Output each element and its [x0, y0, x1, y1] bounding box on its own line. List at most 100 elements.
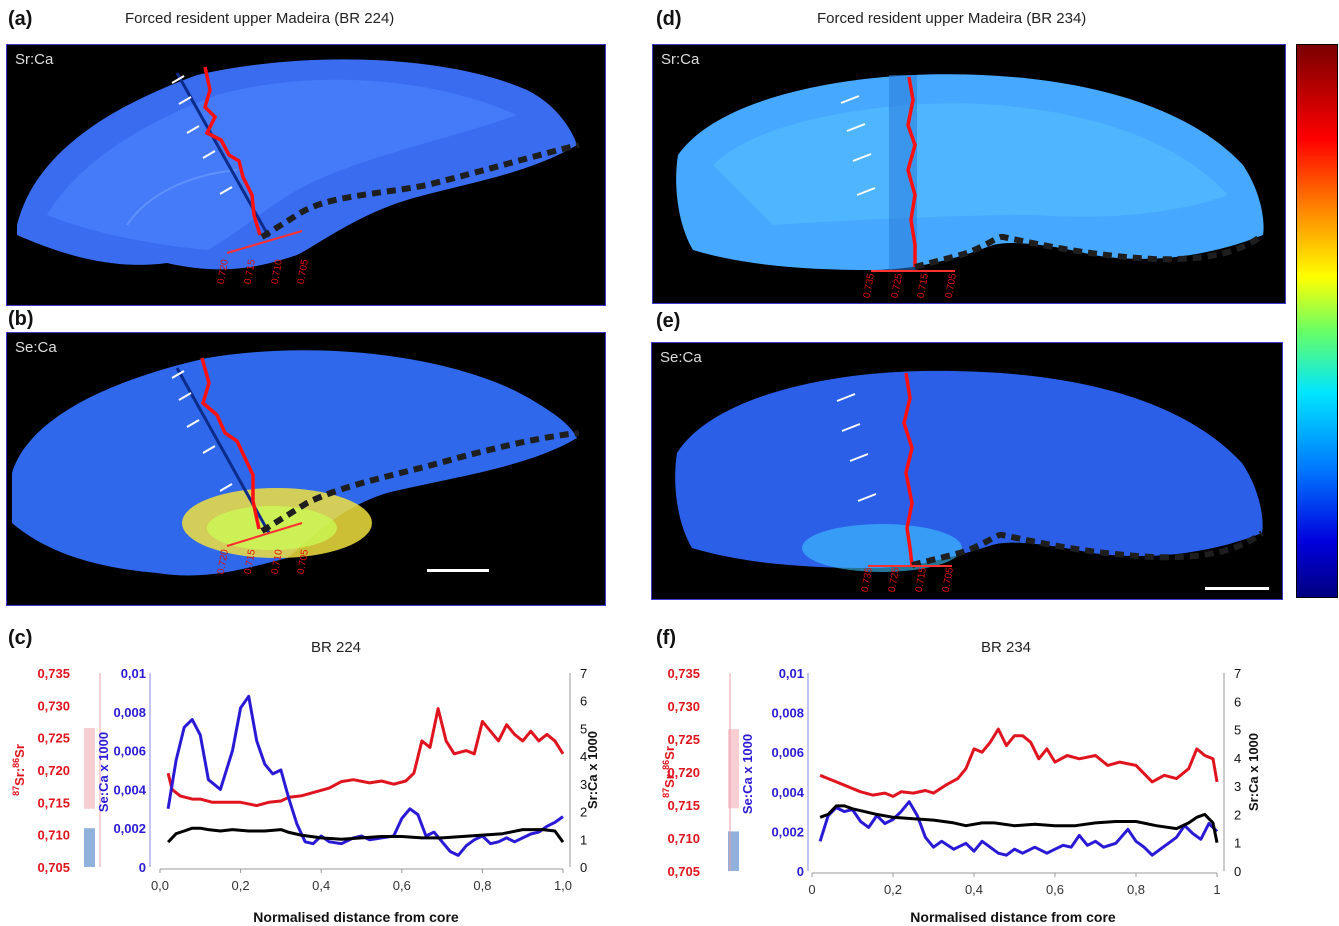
x-tick-label: 1 [1213, 882, 1220, 897]
panel-label-c: (c) [8, 627, 33, 649]
x-tick-label: 1,0 [554, 878, 572, 893]
isotope-tick-label: 0,710 [667, 831, 700, 846]
element-label-b: Se:Ca [15, 339, 57, 356]
series-line-isotope [819, 727, 1219, 798]
panel-label-e: (e) [656, 310, 681, 332]
x-tick-label: 0,8 [473, 878, 491, 893]
isotope-tick-label: 0,705 [667, 864, 700, 879]
isotope-range-bar [84, 828, 95, 867]
sr-tick-label: 2 [580, 805, 587, 820]
chart-2: BR 234 0,735 0,730 0,725 0,720 0,715 0,710 0,70… [661, 639, 1261, 925]
sr-tick-label: 6 [1234, 694, 1241, 709]
se-tick-label: 0,002 [771, 824, 804, 839]
isotope-tick-label: 0,735 [667, 666, 700, 681]
isotope-tick-label: 0,715 [37, 795, 70, 810]
series-line-sr [167, 826, 565, 844]
isotope-tick-label: 0,735 [37, 666, 70, 681]
element-label-e: Se:Ca [660, 349, 702, 366]
series-line-isotope [166, 707, 565, 808]
element-label-a: Sr:Ca [15, 51, 54, 68]
isotope-tick-label: 0,705 [37, 860, 70, 875]
sr-tick-label: 1 [1234, 836, 1241, 851]
otolith-map-e: Se:Ca [651, 342, 1283, 600]
panel-title-d: Forced resident upper Madeira (BR 234) [817, 10, 1087, 27]
sr-tick-label: 4 [1234, 751, 1241, 766]
se-tick-label: 0,008 [771, 706, 804, 721]
sr-tick-label: 3 [1234, 779, 1241, 794]
sr-tick-label: 7 [1234, 666, 1241, 681]
sr-axis-label: Sr:Ca x 1000 [585, 731, 600, 809]
transect-value-label: 0.715 [243, 258, 258, 285]
transect-value-label: 0.710 [270, 548, 285, 575]
isotope-tick-label: 0,725 [667, 732, 700, 747]
otolith-shape-e [675, 370, 1264, 572]
transect-value-label: 0.715 [243, 548, 258, 575]
panel-label-a: (a) [8, 8, 33, 30]
x-tick-label: 0,0 [151, 878, 169, 893]
se-tick-label: 0,008 [113, 705, 146, 720]
transect-value-label: 0.705 [944, 272, 959, 299]
se-tick-label: 0 [797, 864, 804, 879]
otolith-shape-d [676, 74, 1265, 272]
se-tick-label: 0,004 [771, 785, 804, 800]
sr-axis-label: Sr:Ca x 1000 [1246, 733, 1261, 811]
chart-title: BR 234 [981, 639, 1031, 656]
panel-label-f: (f) [656, 627, 676, 649]
panel-label-d: (d) [656, 8, 682, 30]
sr-tick-label: 0 [580, 860, 587, 875]
transect-value-label: 0.735 [862, 272, 877, 299]
sr-tick-label: 1 [580, 832, 587, 847]
series-line-sr [819, 804, 1219, 843]
se-axis-label: Se:Ca x 1000 [740, 734, 755, 814]
x-tick-label: 0,2 [232, 878, 250, 893]
transect-value-label: 0.705 [296, 258, 311, 285]
sr-tick-label: 6 [580, 694, 587, 709]
isotope-tick-label: 0,715 [667, 798, 700, 813]
isotope-tick-label: 0,730 [37, 698, 70, 713]
x-tick-label: 0,4 [312, 878, 330, 893]
colour-scale-bar [1296, 44, 1338, 598]
x-tick-label: 0,6 [1046, 882, 1064, 897]
isotope-tick-label: 0,720 [667, 765, 700, 780]
scale-bar-b [427, 569, 489, 572]
x-tick-label: 0,2 [884, 882, 902, 897]
se-tick-label: 0,01 [121, 666, 146, 681]
sr-tick-label: 2 [1234, 807, 1241, 822]
transect-value-label: 0.720 [216, 258, 231, 285]
se-tick-label: 0,006 [771, 745, 804, 760]
se-tick-label: 0,006 [113, 744, 146, 759]
isotope-tick-label: 0,725 [37, 731, 70, 746]
isotope-range-bar [84, 727, 95, 809]
scale-bar-e [1205, 587, 1269, 590]
element-label-d: Sr:Ca [661, 51, 700, 68]
transect-value-label: 0.705 [296, 548, 311, 575]
panel-title-a: Forced resident upper Madeira (BR 224) [125, 10, 395, 27]
series-line-se [166, 694, 564, 857]
x-tick-label: 0,8 [1127, 882, 1145, 897]
isotope-range-bar [728, 831, 739, 871]
se-tick-label: 0,004 [113, 782, 146, 797]
otolith-map-b: Se:Ca [6, 332, 606, 606]
isotope-tick-label: 0,710 [37, 828, 70, 843]
sr-tick-label: 3 [580, 777, 587, 792]
x-tick-label: 0,6 [393, 878, 411, 893]
transect-value-label: 0.710 [270, 258, 285, 285]
chart-title: BR 224 [311, 639, 361, 656]
otolith-map-d: Sr:Ca [652, 44, 1286, 304]
se-tick-label: 0,01 [779, 666, 804, 681]
x-tick-label: 0 [808, 882, 815, 897]
se-tick-label: 0 [139, 860, 146, 875]
isotope-tick-label: 0,720 [37, 763, 70, 778]
transect-value-label: 0.725 [890, 272, 905, 299]
sr-tick-label: 4 [580, 749, 587, 764]
isotope-axis-label: 87Sr:86Sr [661, 746, 677, 798]
transect-value-label: 0.725 [887, 566, 902, 593]
sr-tick-label: 0 [1234, 864, 1241, 879]
transect-value-label: 0.715 [914, 566, 929, 593]
panel-label-b: (b) [8, 308, 34, 330]
isotope-range-bar [728, 729, 739, 809]
otolith-map-a: Sr:Ca [6, 44, 606, 306]
chart-1: BR 224 0,735 0,730 0,725 0,720 0,715 0,710 0,70… [11, 639, 600, 925]
isotope-axis-label: 87Sr:86Sr [11, 744, 27, 796]
